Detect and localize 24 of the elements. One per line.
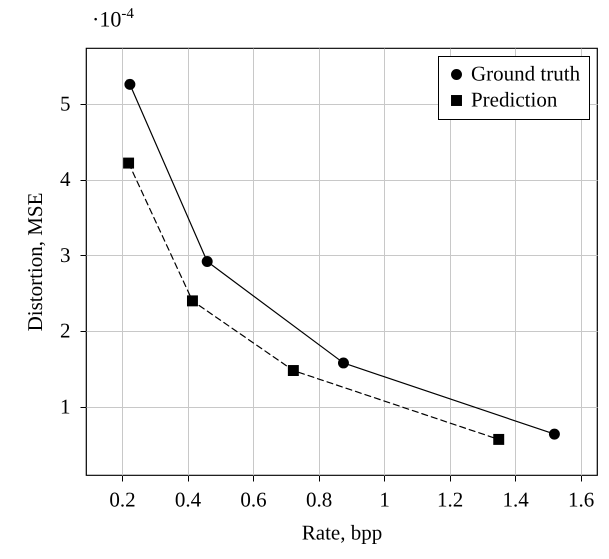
y-axis-title: Distortion, MSE [23, 192, 47, 332]
x-tick-label: 0.6 [240, 488, 267, 512]
y-tick-label: 4 [60, 167, 71, 192]
x-tick-label: 1.2 [436, 488, 464, 512]
y-tick-label: 2 [60, 318, 70, 343]
x-tick-label: 0.8 [306, 488, 332, 512]
text: ·10$^{-4}$ [92, 6, 134, 32]
y-tick-label: 3 [60, 242, 70, 267]
legend-label: Ground truth [471, 62, 581, 86]
point [124, 78, 136, 90]
x-tick-label: 1 [379, 488, 390, 512]
x-tick-label: 1.6 [568, 488, 594, 512]
x-tick-label: 0.2 [109, 488, 136, 512]
y-tick-label: 1 [60, 394, 70, 418]
point [123, 158, 134, 169]
x-tick-label: 1.4 [502, 488, 530, 512]
point [288, 365, 299, 376]
point [493, 434, 504, 445]
point [186, 295, 198, 306]
x-axis-title: Rate, bpp [302, 520, 382, 544]
y-tick-label: 5 [60, 92, 70, 116]
x-tick-label: 0.4 [174, 488, 202, 512]
legend-label: Prediction [471, 88, 558, 112]
point [548, 428, 560, 440]
